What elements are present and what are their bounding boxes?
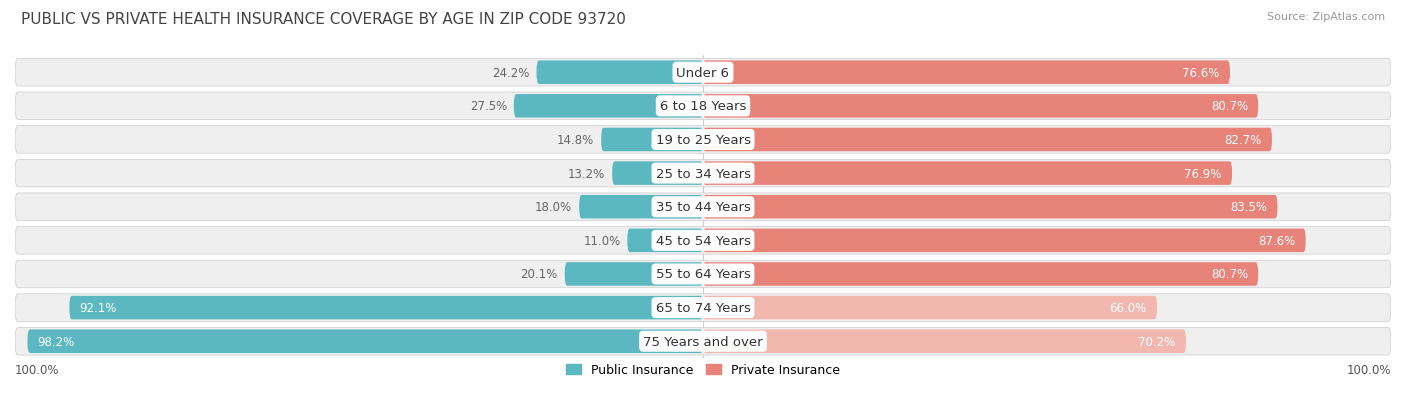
- FancyBboxPatch shape: [703, 296, 1157, 320]
- FancyBboxPatch shape: [15, 126, 1391, 154]
- Text: 70.2%: 70.2%: [1139, 335, 1175, 348]
- Text: 92.1%: 92.1%: [80, 301, 117, 314]
- Text: 19 to 25 Years: 19 to 25 Years: [655, 134, 751, 147]
- Text: 55 to 64 Years: 55 to 64 Years: [655, 268, 751, 281]
- Text: 13.2%: 13.2%: [568, 167, 606, 180]
- FancyBboxPatch shape: [703, 95, 1258, 118]
- Text: 11.0%: 11.0%: [583, 234, 620, 247]
- FancyBboxPatch shape: [15, 193, 1391, 221]
- FancyBboxPatch shape: [703, 263, 1258, 286]
- Legend: Public Insurance, Private Insurance: Public Insurance, Private Insurance: [567, 363, 839, 376]
- Text: 20.1%: 20.1%: [520, 268, 558, 281]
- FancyBboxPatch shape: [15, 59, 1391, 87]
- Text: 45 to 54 Years: 45 to 54 Years: [655, 234, 751, 247]
- FancyBboxPatch shape: [15, 294, 1391, 322]
- Text: 24.2%: 24.2%: [492, 66, 530, 80]
- Text: Source: ZipAtlas.com: Source: ZipAtlas.com: [1267, 12, 1385, 22]
- FancyBboxPatch shape: [565, 263, 703, 286]
- FancyBboxPatch shape: [703, 195, 1278, 219]
- Text: 25 to 34 Years: 25 to 34 Years: [655, 167, 751, 180]
- FancyBboxPatch shape: [15, 93, 1391, 120]
- Text: 35 to 44 Years: 35 to 44 Years: [655, 201, 751, 214]
- Text: 82.7%: 82.7%: [1225, 134, 1261, 147]
- Text: 83.5%: 83.5%: [1230, 201, 1267, 214]
- Text: 76.6%: 76.6%: [1182, 66, 1219, 80]
- Text: 100.0%: 100.0%: [1347, 363, 1391, 376]
- FancyBboxPatch shape: [513, 95, 703, 118]
- Text: 6 to 18 Years: 6 to 18 Years: [659, 100, 747, 113]
- Text: 18.0%: 18.0%: [536, 201, 572, 214]
- FancyBboxPatch shape: [579, 195, 703, 219]
- Text: 87.6%: 87.6%: [1258, 234, 1295, 247]
- FancyBboxPatch shape: [703, 229, 1306, 252]
- Text: 75 Years and over: 75 Years and over: [643, 335, 763, 348]
- Text: 100.0%: 100.0%: [15, 363, 59, 376]
- Text: 65 to 74 Years: 65 to 74 Years: [655, 301, 751, 314]
- FancyBboxPatch shape: [537, 61, 703, 85]
- FancyBboxPatch shape: [15, 227, 1391, 254]
- FancyBboxPatch shape: [703, 330, 1187, 353]
- FancyBboxPatch shape: [15, 328, 1391, 355]
- Text: 80.7%: 80.7%: [1211, 100, 1249, 113]
- FancyBboxPatch shape: [612, 162, 703, 185]
- FancyBboxPatch shape: [15, 160, 1391, 188]
- FancyBboxPatch shape: [69, 296, 703, 320]
- FancyBboxPatch shape: [627, 229, 703, 252]
- Text: 76.9%: 76.9%: [1184, 167, 1222, 180]
- Text: 27.5%: 27.5%: [470, 100, 508, 113]
- Text: Under 6: Under 6: [676, 66, 730, 80]
- Text: 14.8%: 14.8%: [557, 134, 595, 147]
- FancyBboxPatch shape: [15, 261, 1391, 288]
- Text: 80.7%: 80.7%: [1211, 268, 1249, 281]
- Text: 98.2%: 98.2%: [38, 335, 75, 348]
- FancyBboxPatch shape: [703, 128, 1272, 152]
- FancyBboxPatch shape: [27, 330, 703, 353]
- FancyBboxPatch shape: [703, 162, 1232, 185]
- FancyBboxPatch shape: [602, 128, 703, 152]
- Text: 66.0%: 66.0%: [1109, 301, 1147, 314]
- Text: PUBLIC VS PRIVATE HEALTH INSURANCE COVERAGE BY AGE IN ZIP CODE 93720: PUBLIC VS PRIVATE HEALTH INSURANCE COVER…: [21, 12, 626, 27]
- FancyBboxPatch shape: [703, 61, 1230, 85]
